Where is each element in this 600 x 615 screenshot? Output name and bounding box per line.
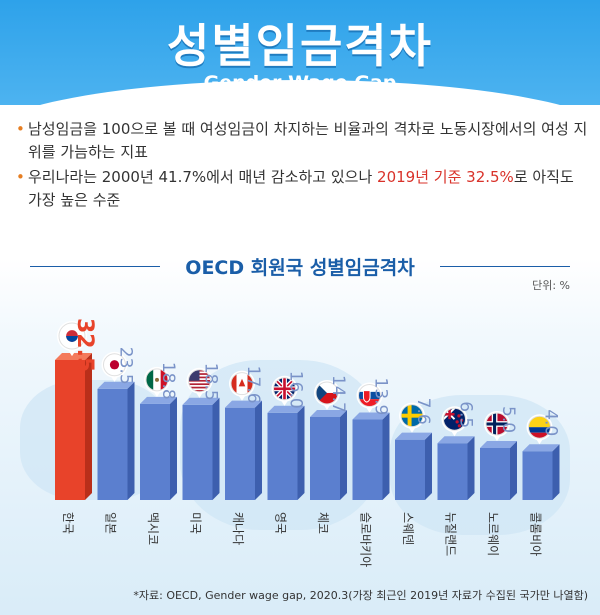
category-label: 노르웨이 <box>486 512 500 556</box>
value-label: 17.6 <box>243 366 263 404</box>
uk-flag-icon <box>271 375 298 406</box>
bar-side <box>127 381 135 500</box>
japan-flag-icon <box>101 351 128 382</box>
bar <box>267 412 298 500</box>
bar <box>55 360 85 500</box>
bar-side <box>297 405 305 500</box>
value-label: 14.7 <box>328 375 348 413</box>
bar <box>352 419 383 500</box>
page-title: 성별임금격차 <box>167 19 433 73</box>
bar-side <box>425 432 432 500</box>
bar-top <box>225 400 262 408</box>
bar-top <box>352 412 390 420</box>
source-note: *자료: OECD, Gender wage gap, 2020.3(가장 최근… <box>133 589 588 602</box>
bar-side <box>340 409 347 500</box>
mexico-flag-icon <box>144 366 170 397</box>
category-label: 캐나다 <box>231 512 245 545</box>
value-label: 7.6 <box>413 398 433 425</box>
bar <box>437 443 468 500</box>
usa-flag-icon <box>186 367 213 398</box>
bar-top <box>522 444 560 452</box>
value-label: 32.5 <box>72 318 97 372</box>
bar <box>182 404 213 500</box>
category-label: 체코 <box>316 512 330 534</box>
bar-top <box>480 441 517 448</box>
bullet-2-text-end: 로 아직도 가장 높은 수준 <box>28 168 574 209</box>
bullet-1: • 남성임금을 100으로 볼 때 여성임금이 차지하는 비율과의 격차로 노동… <box>16 118 588 164</box>
bar-top <box>97 381 135 389</box>
bar <box>97 388 128 500</box>
page-subtitle: Gender Wage Gap <box>203 72 397 94</box>
bar-side <box>170 396 177 500</box>
slovakia-flag-icon <box>356 382 383 413</box>
section-line-right <box>440 266 570 267</box>
bar-top <box>437 436 475 444</box>
colombia-flag-icon <box>526 414 553 445</box>
value-label: 13.9 <box>371 378 391 416</box>
bar-top <box>267 405 305 413</box>
bar <box>140 403 170 500</box>
bullet-dot: • <box>16 120 25 138</box>
canada-flag-icon <box>229 370 255 401</box>
bar <box>480 448 510 500</box>
bullet-2-highlight: 2019년 기준 32.5% <box>377 168 514 186</box>
bar-side <box>467 436 475 500</box>
norway-flag-icon <box>484 411 510 442</box>
bar-top <box>395 432 432 440</box>
bullet-dot: • <box>16 168 25 186</box>
bar <box>225 407 255 500</box>
korea-flag-icon <box>57 321 87 357</box>
bullet-2: • 우리나라는 2000년 41.7%에서 매년 감소하고 있으나 2019년 … <box>16 166 588 212</box>
value-label: 16.0 <box>286 371 306 409</box>
category-label: 콜롬비아 <box>529 512 543 556</box>
bar-side <box>510 441 517 500</box>
bar-side <box>382 412 390 500</box>
category-label: 멕시코 <box>146 512 160 545</box>
bar-top <box>55 353 92 360</box>
value-label: 18.5 <box>201 363 221 401</box>
category-label: 한국 <box>61 512 75 534</box>
value-label: 23.5 <box>116 347 136 385</box>
bullet-2-text: 우리나라는 2000년 41.7%에서 매년 감소하고 있으나 <box>28 168 378 186</box>
bar-top <box>140 396 177 404</box>
category-label: 슬로바키아 <box>359 512 373 567</box>
bar-top <box>182 397 220 405</box>
value-label: 5.0 <box>498 406 518 433</box>
bar <box>310 416 340 500</box>
unit-label: 단위: % <box>532 279 570 292</box>
bar-side <box>255 400 262 500</box>
category-label: 미국 <box>189 512 203 534</box>
category-label: 영국 <box>274 512 288 534</box>
description: • 남성임금을 100으로 볼 때 여성임금이 차지하는 비율과의 격차로 노동… <box>16 118 588 214</box>
category-label: 일본 <box>104 512 118 534</box>
value-label: 18.8 <box>158 362 178 400</box>
bar-side <box>85 353 92 500</box>
bullet-1-text: 남성임금을 100으로 볼 때 여성임금이 차지하는 비율과의 격차로 노동시장… <box>28 120 588 161</box>
bar <box>522 451 553 500</box>
value-label: 6.5 <box>456 401 476 428</box>
category-label: 뉴질랜드 <box>444 512 458 556</box>
section-title: OECD 회원국 성별임금격차 <box>185 257 415 279</box>
section-line-left <box>30 266 160 267</box>
bar <box>395 439 425 500</box>
bar-top <box>310 409 347 417</box>
czech-flag-icon <box>314 379 340 411</box>
category-label: 스웨덴 <box>401 512 415 545</box>
bar-side <box>552 444 560 500</box>
value-label: 4.0 <box>541 409 561 436</box>
new-zealand-flag-icon <box>441 406 468 437</box>
sweden-flag-icon <box>399 402 425 433</box>
bar-side <box>212 397 220 500</box>
